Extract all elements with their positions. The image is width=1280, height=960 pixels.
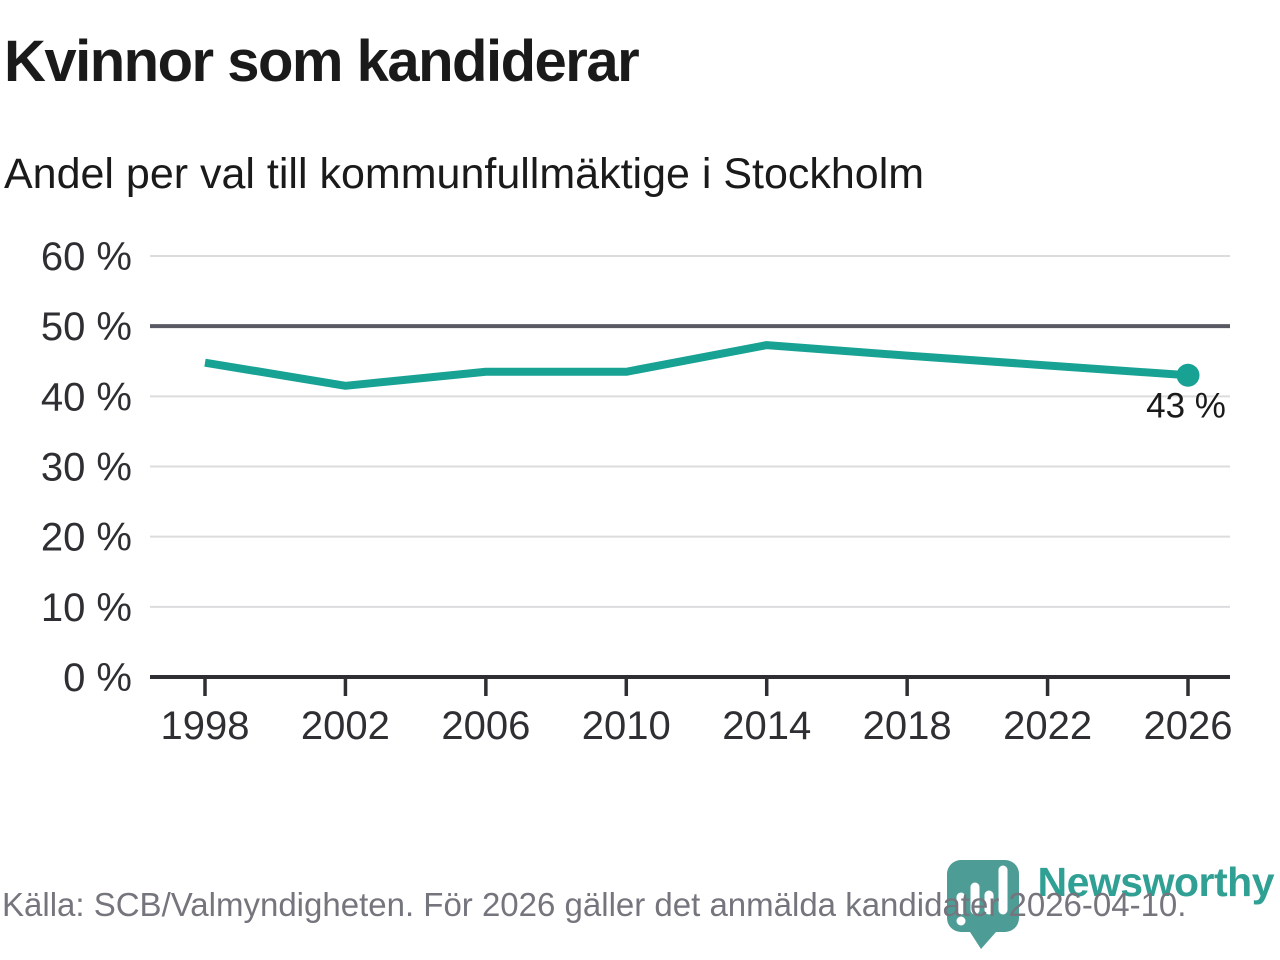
chart-title: Kvinnor som kandiderar (4, 29, 640, 94)
newsworthy-pin-icon (946, 860, 1019, 949)
source-note: Källa: SCB/Valmyndigheten. För 2026 gäll… (2, 886, 1187, 923)
x-axis-label-2018: 2018 (863, 704, 952, 748)
y-axis-label-40: 40 % (41, 375, 132, 419)
y-axis-label-60: 60 % (41, 235, 132, 279)
end-value-label: 43 % (1146, 386, 1226, 425)
y-axis-label-50: 50 % (41, 305, 132, 349)
x-axis-label-1998: 1998 (161, 704, 250, 748)
x-axis-label-2022: 2022 (1003, 704, 1092, 748)
data-line (204, 341, 1189, 390)
pin-dot (956, 916, 965, 926)
newsworthy-logo: Newsworthy (944, 858, 1275, 952)
x-axis-label-2026: 2026 (1144, 704, 1233, 748)
x-axis-label-2002: 2002 (301, 704, 390, 748)
y-axis-label-10: 10 % (41, 586, 132, 630)
y-axis-label-20: 20 % (41, 516, 132, 560)
pin-bars-icon (956, 865, 1007, 915)
x-axis-label-2010: 2010 (582, 704, 671, 748)
end-point-marker (1176, 363, 1200, 387)
y-axis-label-30: 30 % (41, 446, 132, 490)
y-axis-label-0: 0 % (63, 656, 132, 700)
brand-name: Newsworthy (1037, 859, 1275, 905)
x-axis-label-2014: 2014 (722, 704, 811, 748)
x-axis-label-2006: 2006 (441, 704, 530, 748)
chart-subtitle: Andel per val till kommunfullmäktige i S… (4, 150, 925, 198)
